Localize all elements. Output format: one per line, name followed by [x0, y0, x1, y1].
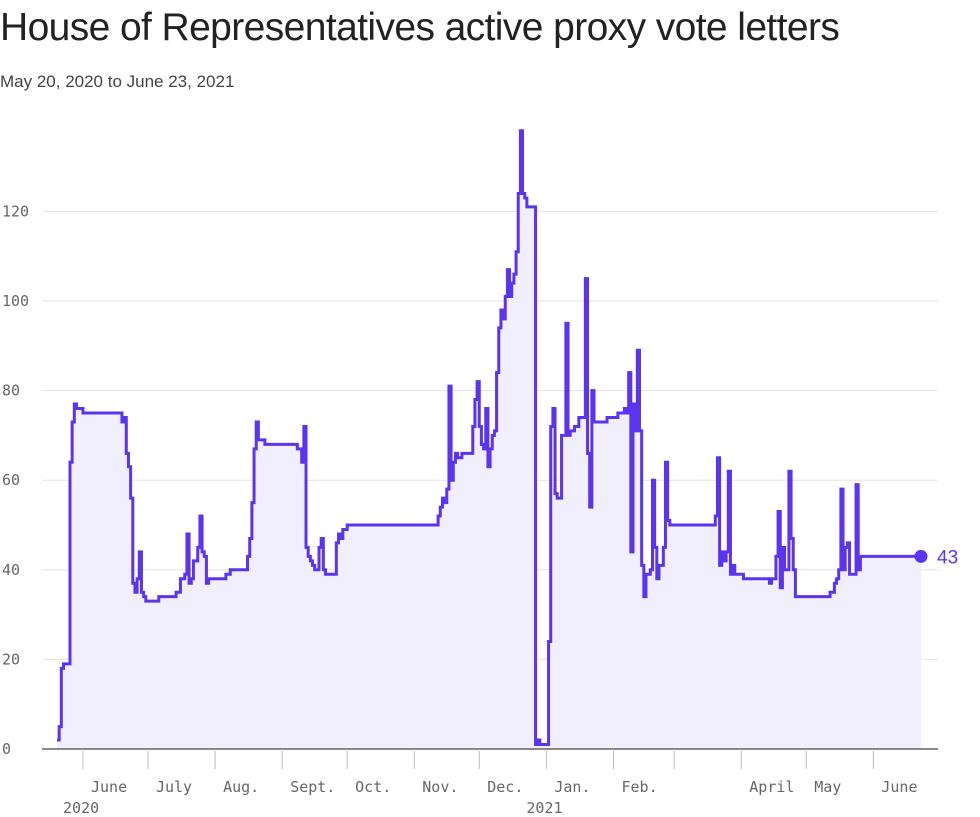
- y-axis-ticks: 0 20 40 60 80 100 120: [2, 202, 29, 758]
- x-tick-label: Nov.: [422, 778, 458, 796]
- y-tick-label: 60: [2, 471, 20, 489]
- x-tick-year-label: 2020: [63, 799, 99, 817]
- end-point-marker: [914, 549, 928, 563]
- x-tick-label: July: [156, 778, 192, 796]
- chart-title: House of Representatives active proxy vo…: [0, 6, 840, 49]
- x-tick-label: Sept.: [290, 778, 335, 796]
- x-tick-label: Aug.: [223, 778, 259, 796]
- area-fill: [57, 130, 921, 749]
- x-tick-label: June: [91, 778, 127, 796]
- x-tick-label: Feb.: [622, 778, 658, 796]
- y-tick-label: 20: [2, 650, 20, 668]
- y-tick-label: 80: [2, 382, 20, 400]
- series-line-proxy-letters: [57, 129, 921, 747]
- x-axis-ticks: June 2020 July Aug. Sept. Oct. Nov. Dec. Jan. 202…: [63, 751, 917, 817]
- y-tick-label: 120: [2, 202, 29, 220]
- x-tick-label: June: [881, 778, 917, 796]
- y-tick-label: 40: [2, 561, 20, 579]
- x-tick-year-label: 2021: [526, 799, 562, 817]
- x-tick-label: Jan.: [554, 778, 590, 796]
- x-tick-label: April: [749, 778, 794, 796]
- x-tick-label: May: [814, 778, 841, 796]
- y-tick-label: 100: [2, 292, 29, 310]
- chart-subtitle: May 20, 2020 to June 23, 2021: [0, 72, 235, 91]
- x-tick-label: Oct.: [355, 778, 391, 796]
- y-tick-label: 0: [2, 740, 11, 758]
- end-value-label: 43: [937, 547, 958, 568]
- x-tick-label: Dec.: [487, 778, 523, 796]
